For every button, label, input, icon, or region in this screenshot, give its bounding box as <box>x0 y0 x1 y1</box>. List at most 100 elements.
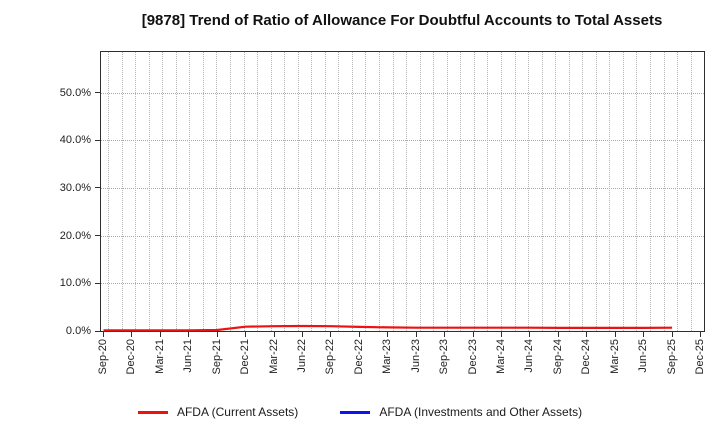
v-gridline <box>650 52 651 331</box>
x-tick <box>415 332 417 337</box>
x-tick-label: Dec-22 <box>352 339 365 375</box>
y-tick <box>95 282 100 284</box>
v-gridline <box>541 52 543 331</box>
x-tick-label: Sep-23 <box>438 339 451 375</box>
x-tick-label: Mar-21 <box>153 339 166 374</box>
x-tick <box>700 332 701 337</box>
x-tick-label: Mar-24 <box>495 339 507 374</box>
h-gridline <box>101 283 704 285</box>
x-tick-label: Sep-21 <box>210 339 223 375</box>
v-gridline <box>135 52 137 331</box>
legend-label-investments: AFDA (Investments and Other Assets) <box>379 405 583 419</box>
x-tick <box>159 332 161 337</box>
y-tick-label: 10.0% <box>59 277 91 290</box>
v-gridline <box>609 52 611 331</box>
v-gridline <box>311 52 313 331</box>
series-line-0 <box>103 324 673 332</box>
y-tick <box>95 235 100 237</box>
x-tick <box>330 332 332 337</box>
x-tick <box>103 332 104 337</box>
h-gridline <box>101 235 704 237</box>
x-tick <box>245 332 247 337</box>
x-tick <box>472 332 474 337</box>
x-tick <box>273 332 275 337</box>
legend-label-current-assets: AFDA (Current Assets) <box>176 405 299 419</box>
x-tick-label: Jun-25 <box>637 339 650 373</box>
v-gridline <box>257 52 259 331</box>
v-gridline <box>406 52 408 331</box>
x-tick-label: Sep-20 <box>97 339 109 375</box>
y-tick-label: 40.0% <box>59 134 91 147</box>
y-tick-label: 30.0% <box>59 181 91 194</box>
x-tick-label: Dec-21 <box>239 339 252 375</box>
x-tick-label: Mar-25 <box>608 339 621 374</box>
h-gridline <box>101 92 704 94</box>
x-tick-label: Mar-23 <box>381 339 394 374</box>
v-gridline <box>487 52 489 331</box>
v-gridline <box>514 52 516 331</box>
x-tick <box>302 332 303 337</box>
legend: AFDA (Current Assets) AFDA (Investments … <box>0 405 720 419</box>
x-tick-label: Dec-25 <box>694 339 706 375</box>
v-gridline <box>595 52 597 331</box>
x-tick-label: Jun-24 <box>523 339 536 373</box>
v-gridline <box>297 52 299 331</box>
v-gridline <box>690 52 692 331</box>
v-gridline <box>338 52 340 331</box>
x-tick <box>614 332 616 337</box>
v-gridline <box>324 52 326 331</box>
x-tick <box>586 332 588 337</box>
x-tick <box>444 332 446 337</box>
plot-area: 0.0% 10.0% 20.0% 30.0% 40.0% 50.0% Sep-20 Dec-2… <box>60 51 706 374</box>
v-gridline <box>473 52 475 331</box>
v-gridline <box>582 52 584 331</box>
v-gridline <box>216 52 218 331</box>
y-tick <box>95 139 100 141</box>
y-tick-label: 20.0% <box>59 229 91 242</box>
x-tick <box>131 332 133 337</box>
legend-item-investments: AFDA (Investments and Other Assets) <box>340 405 582 419</box>
chart-title: [9878] Trend of Ratio of Allowance For D… <box>141 12 663 29</box>
x-tick <box>216 332 218 337</box>
x-tick <box>643 332 645 337</box>
v-gridline <box>433 52 435 331</box>
x-tick-label: Sep-25 <box>665 339 678 375</box>
v-gridline <box>243 52 245 331</box>
v-gridline <box>162 52 164 331</box>
x-tick-label: Dec-23 <box>466 339 479 375</box>
v-gridline <box>663 52 665 331</box>
x-tick <box>557 332 559 337</box>
v-gridline <box>622 52 624 331</box>
v-gridline <box>392 52 394 331</box>
v-gridline <box>108 52 109 331</box>
legend-line-red <box>137 410 168 414</box>
v-gridline <box>568 52 570 331</box>
x-tick-label: Jun-22 <box>296 339 308 373</box>
v-gridline <box>555 52 557 331</box>
v-gridline <box>148 52 150 331</box>
h-gridline <box>101 187 704 189</box>
v-gridline <box>528 52 530 331</box>
v-gridline <box>460 52 462 331</box>
y-tick <box>95 92 100 94</box>
x-tick-label: Sep-22 <box>324 339 337 375</box>
x-tick-label: Jun-21 <box>182 339 195 373</box>
y-tick-label: 0.0% <box>65 325 91 337</box>
v-gridline <box>229 52 231 331</box>
y-tick <box>95 330 100 332</box>
legend-line-blue <box>340 410 371 414</box>
v-gridline <box>351 52 353 331</box>
v-gridline <box>202 52 204 331</box>
x-tick <box>188 332 190 337</box>
v-gridline <box>500 52 502 331</box>
legend-item-current-assets: AFDA (Current Assets) <box>137 405 299 419</box>
y-tick-label: 50.0% <box>59 86 91 99</box>
x-tick <box>671 332 673 337</box>
x-tick-label: Dec-20 <box>125 339 138 375</box>
x-tick-label: Dec-24 <box>580 339 593 375</box>
x-tick <box>529 332 531 337</box>
x-tick <box>387 332 389 337</box>
y-tick <box>95 187 100 189</box>
series-lines <box>103 324 673 332</box>
